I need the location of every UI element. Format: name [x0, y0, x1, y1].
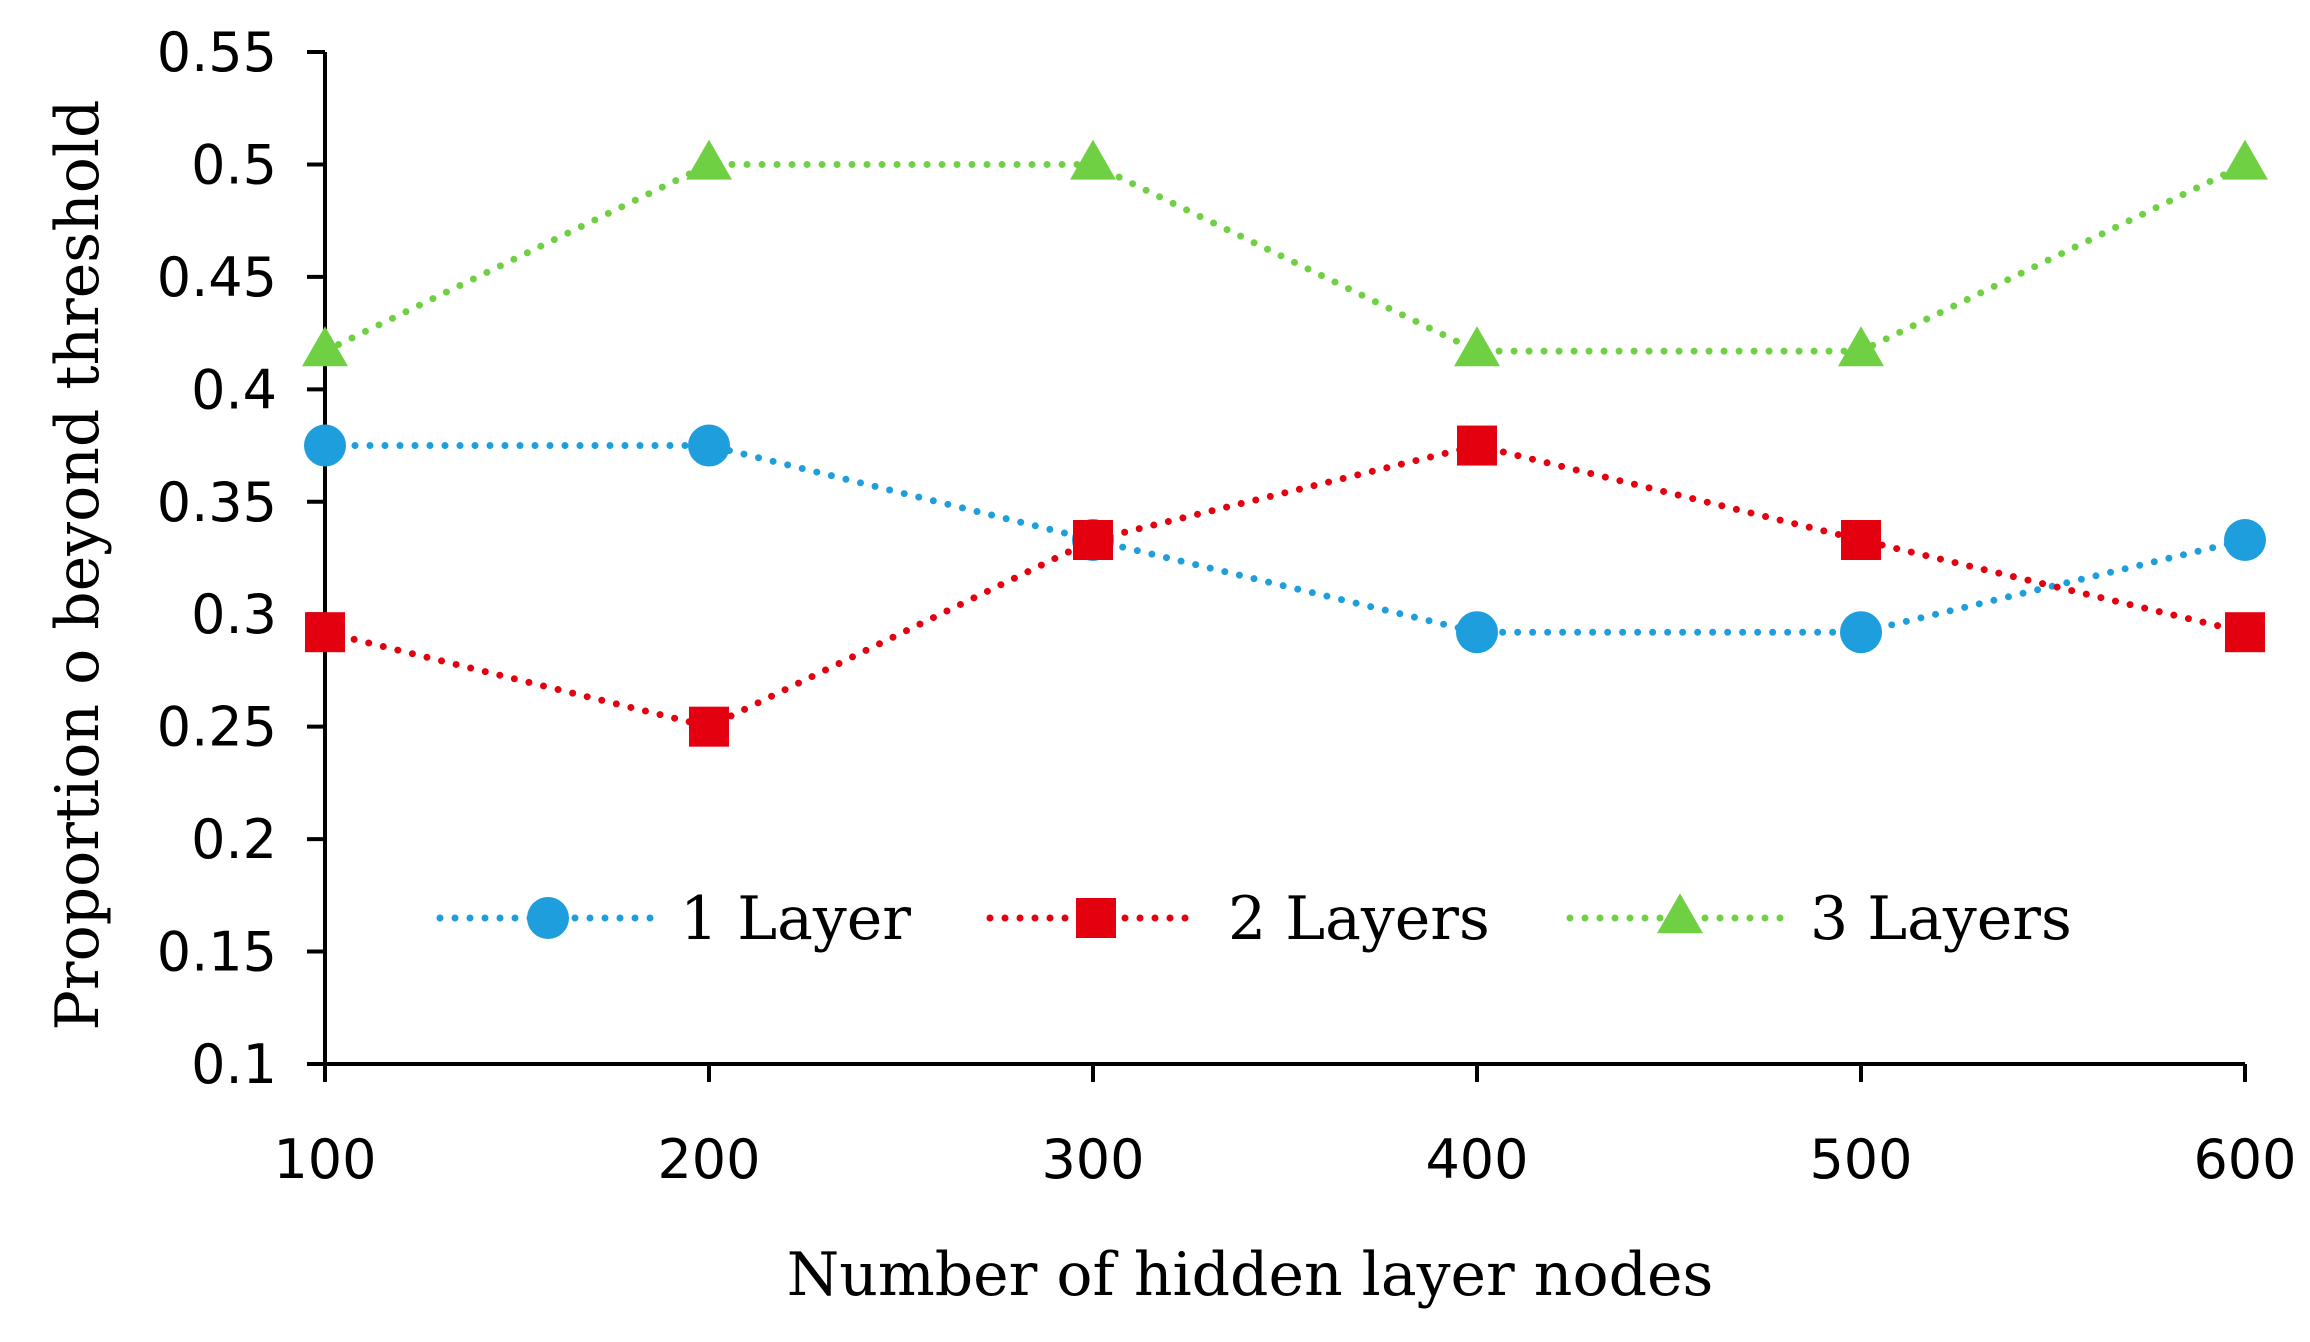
y-tick-label: 0.15 [157, 921, 277, 984]
y-tick-label: 0.45 [157, 246, 277, 309]
legend-marker [1076, 898, 1116, 938]
x-tick-label: 400 [1425, 1128, 1528, 1191]
data-point [1456, 611, 1498, 654]
y-tick-label: 0.5 [191, 133, 277, 196]
x-tick-label: 500 [1809, 1128, 1912, 1191]
y-tick-label: 0.25 [157, 696, 277, 759]
legend-item: 1 Layer [436, 884, 911, 954]
x-tick-label: 200 [657, 1128, 760, 1191]
y-tick-label: 0.4 [191, 358, 277, 421]
series-3 [302, 139, 2268, 367]
data-point [1073, 520, 1113, 561]
series-line [321, 441, 2249, 731]
data-point [302, 326, 348, 367]
data-point [1841, 520, 1881, 561]
legend-marker [1657, 893, 1703, 934]
series-layer [302, 139, 2268, 747]
data-point [1070, 139, 1116, 180]
y-tick-label: 0.1 [191, 1033, 277, 1096]
data-point [2222, 139, 2268, 180]
data-point [305, 612, 345, 653]
y-ticks: 0.1 0.15 0.2 0.25 0.3 0.35 0.4 0.45 0.5 0.55 [157, 21, 325, 1096]
y-tick-label: 0.2 [191, 808, 277, 871]
legend-item: 2 Layers [986, 884, 1490, 954]
data-point [1838, 326, 1884, 367]
y-tick-label: 0.3 [191, 583, 277, 646]
series-line [321, 442, 2249, 636]
legend-label: 1 Layer [680, 884, 911, 954]
data-point [1457, 425, 1497, 466]
data-point [304, 424, 346, 467]
x-tick-label: 100 [273, 1128, 376, 1191]
legend-label: 2 Layers [1228, 884, 1490, 954]
series-1 [304, 424, 2266, 654]
data-point [689, 706, 729, 747]
y-tick-label: 0.35 [157, 471, 277, 534]
x-axis-title: Number of hidden layer nodes [787, 1240, 1714, 1310]
data-point [2224, 519, 2266, 562]
data-point [2225, 612, 2265, 653]
data-point [686, 139, 732, 180]
data-point [688, 424, 730, 467]
x-tick-label: 300 [1041, 1128, 1144, 1191]
y-axis-title: Proportion o beyond threshold [43, 100, 113, 1031]
y-tick-label: 0.55 [157, 21, 277, 84]
data-point [1454, 326, 1500, 367]
legend-label: 3 Layers [1810, 884, 2072, 954]
legend: 1 Layer 2 Layers 3 Layers [436, 884, 2072, 954]
x-tick-label: 600 [2193, 1128, 2296, 1191]
legend-item: 3 Layers [1566, 884, 2072, 954]
axes [323, 52, 2245, 1066]
data-point [1840, 611, 1882, 654]
legend-marker [527, 897, 569, 939]
series-line [321, 160, 2249, 355]
series-2 [305, 425, 2265, 747]
x-ticks: 100 200 300 400 500 600 [273, 1064, 2297, 1191]
